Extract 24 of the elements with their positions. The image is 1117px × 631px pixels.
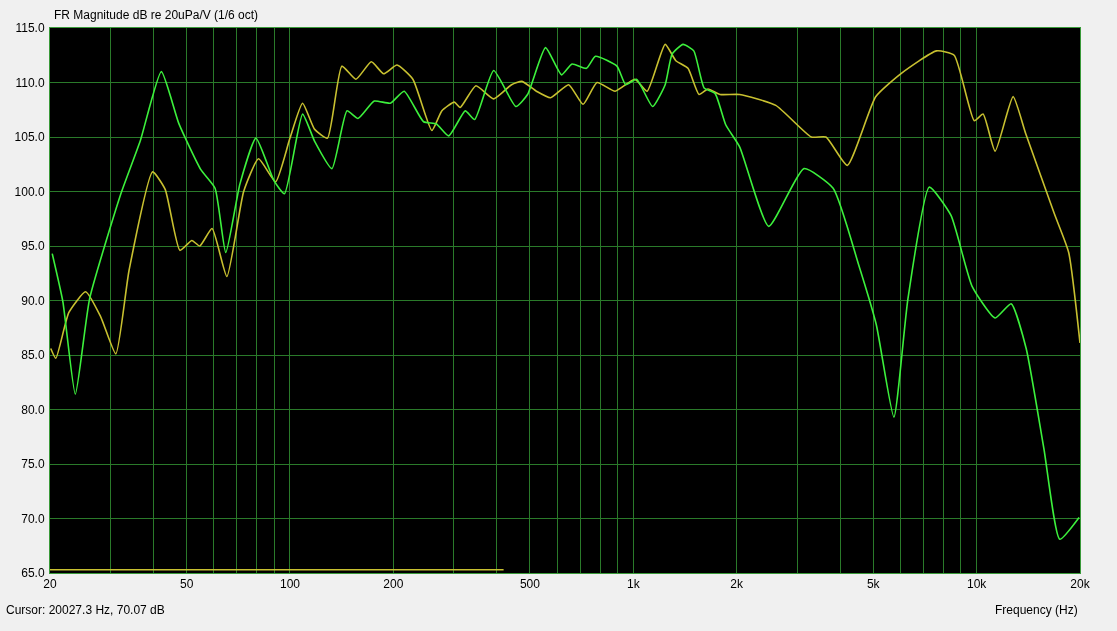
x-tick-label: 10k [966, 577, 988, 592]
y-tick-label: 100.0 [14, 184, 45, 199]
x-axis-title: Frequency (Hz) [995, 603, 1078, 617]
x-tick-label: 20k [1070, 577, 1091, 592]
x-tick-label: 20 [43, 577, 57, 592]
x-tick-label: 1k [626, 577, 641, 592]
x-tick-label: 2k [730, 577, 744, 592]
y-tick-label: 85.0 [21, 348, 45, 363]
x-tick-label: 100 [279, 577, 301, 592]
x-tick-label: 200 [383, 577, 404, 592]
y-tick-label: 105.0 [14, 130, 45, 145]
y-tick-label: 70.0 [21, 511, 45, 526]
y-tick-label: 80.0 [21, 402, 45, 417]
text: Cursor: 20027.3 Hz, 70.07 dB [6, 603, 165, 617]
y-tick-label: 95.0 [21, 239, 45, 254]
y-tick-label: 65.0 [21, 566, 45, 581]
x-tick-label: 5k [866, 577, 881, 592]
chart-title: FR Magnitude dB re 20uPa/V (1/6 oct) [54, 8, 259, 23]
x-tick-label: 50 [179, 577, 194, 592]
y-tick-label: 110.0 [15, 75, 45, 90]
y-tick-label: 115.0 [15, 21, 45, 36]
x-tick-label: 500 [519, 577, 541, 592]
y-tick-label: 90.0 [21, 293, 45, 308]
y-tick-label: 75.0 [21, 457, 45, 472]
